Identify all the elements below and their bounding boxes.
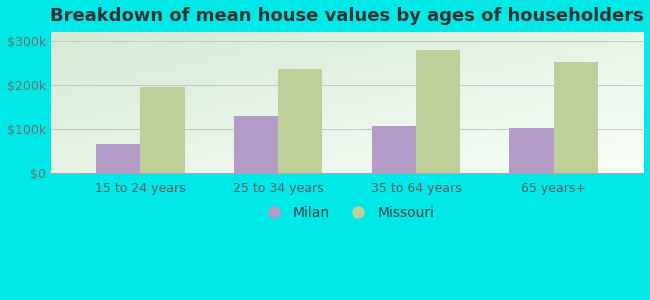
Bar [554,62,597,173]
Bar [140,87,185,173]
Bar [278,70,322,173]
Bar [510,128,554,173]
Bar [416,50,460,173]
Legend: Milan, Missouri: Milan, Missouri [254,200,440,225]
Bar [372,126,416,173]
Bar [96,144,140,173]
Title: Breakdown of mean house values by ages of householders: Breakdown of mean house values by ages o… [50,7,644,25]
Bar [234,116,278,173]
